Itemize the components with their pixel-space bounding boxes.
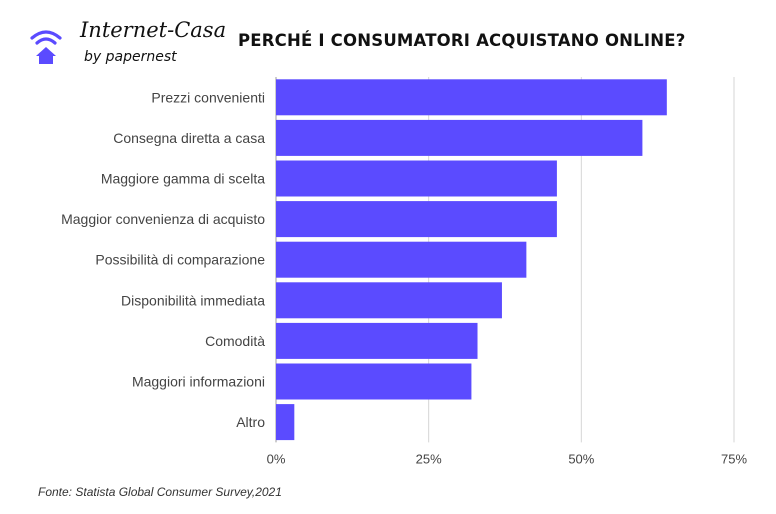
category-label: Altro <box>236 414 265 430</box>
brand-subtitle: by papernest <box>84 49 177 65</box>
category-label: Possibilità di comparazione <box>95 252 265 268</box>
bar <box>276 201 557 238</box>
brand-logo: Internet-Casa by papernest <box>28 14 228 74</box>
x-tick-label: 75% <box>721 451 747 466</box>
category-label: Maggiori informazioni <box>132 374 265 390</box>
bar <box>276 119 643 156</box>
bar <box>276 160 557 197</box>
category-label: Prezzi convenienti <box>151 89 265 105</box>
bar <box>276 404 295 441</box>
category-label: Disponibilità immediata <box>121 292 265 308</box>
category-label: Maggior convenienza di acquisto <box>61 211 265 227</box>
source-note: Fonte: Statista Global Consumer Survey,2… <box>38 485 282 499</box>
bar <box>276 363 472 400</box>
x-tick-label: 50% <box>568 451 594 466</box>
x-axis-ticks: 0% 25% 50% 75% <box>267 451 748 466</box>
bar <box>276 241 527 278</box>
category-label: Consegna diretta a casa <box>113 130 265 146</box>
chart-title: PERCHÉ I CONSUMATORI ACQUISTANO ONLINE? <box>238 31 686 50</box>
category-label: Comodità <box>205 333 265 349</box>
x-tick-label: 25% <box>416 451 442 466</box>
bar <box>276 282 502 319</box>
bars <box>276 79 667 441</box>
wifi-house-icon <box>30 30 62 64</box>
category-labels: Prezzi convenienti Consegna diretta a cas… <box>61 89 265 430</box>
category-label: Maggiore gamma di scelta <box>101 171 265 187</box>
brand-name: Internet-Casa <box>80 18 227 42</box>
bar <box>276 322 478 359</box>
x-tick-label: 0% <box>267 451 286 466</box>
bar <box>276 79 667 116</box>
